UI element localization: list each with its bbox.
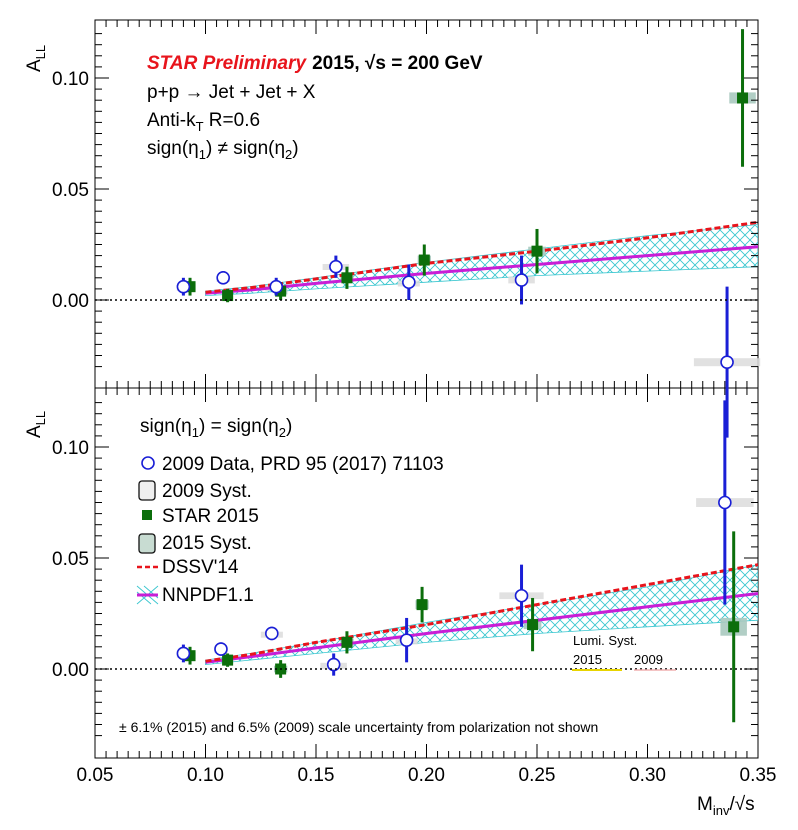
algorithm-label: Anti-kT R=0.6 (147, 110, 260, 134)
legend-label-nnpdf: NNPDF1.1 (162, 585, 254, 606)
bot-data2009-point (214, 642, 228, 656)
top-topology-b: ) ≠ sign(η (206, 138, 285, 159)
top-data2009-point (269, 279, 284, 294)
top-topology-a: sign(η (147, 138, 199, 159)
legend-item-data2009: 2009 Data, PRD 95 (2017) 71103 (141, 454, 444, 475)
bot-star2015-point (184, 650, 196, 662)
legend-label-syst2015: 2015 Syst. (162, 533, 252, 554)
legend-label-syst2009: 2009 Syst. (162, 481, 252, 502)
bot-y-tick-label: 0.10 (52, 438, 89, 459)
legend-marker-syst2009 (138, 480, 156, 501)
x-tick-label: 0.35 (740, 765, 777, 786)
bot-y-tick-label: 0.00 (52, 660, 89, 681)
bot-data2009-point (718, 495, 732, 510)
x-tick-label: 0.05 (77, 765, 114, 786)
bottom-y-axis-title-sub: LL (33, 411, 48, 425)
bot-y-tick-label: 0.05 (52, 549, 89, 570)
bot-star2015-point (416, 599, 428, 611)
bot-nnpdf-curve (205, 592, 758, 664)
top-data2009-point (720, 355, 734, 369)
bottom-topology-label: sign(η1) = sign(η2) (140, 416, 292, 440)
energy-label: 2015, √s = 200 GeV (312, 53, 483, 74)
bot-data2009-point (399, 633, 414, 647)
top-topology-label: sign(η1) ≠ sign(η2) (147, 138, 299, 162)
algorithm-tail: R=0.6 (204, 110, 261, 131)
legend-label-dssv: DSSV'14 (162, 557, 239, 578)
bottom-y-axis-title-main: A (24, 425, 45, 438)
top-y-tick-label: 0.10 (52, 69, 89, 90)
bottom-topology-b: ) = sign(η (199, 416, 279, 437)
legend-item-syst2015: 2015 Syst. (138, 533, 252, 554)
bot-data2009-point (176, 646, 191, 661)
legend-item-star2015: STAR 2015 (142, 506, 259, 527)
x-tick-label: 0.20 (408, 765, 445, 786)
bot-star2015-point (222, 654, 234, 666)
x-tick-label: 0.30 (629, 765, 666, 786)
bottom-topology-sub1: 1 (192, 425, 199, 440)
x-axis-title-tail: /√s (729, 794, 754, 815)
bottom-topology-c: ) (286, 416, 292, 437)
lumi-syst-title: Lumi. Syst. (573, 633, 637, 648)
top-topology-c: ) (292, 138, 298, 159)
top-y-axis-title-sub: LL (33, 45, 48, 59)
x-axis-title-main: M (697, 794, 713, 815)
lumi-syst-2009-label: 2009 (634, 652, 663, 667)
top-star2015-point (418, 254, 430, 266)
top-star2015-point (531, 245, 543, 257)
top-topology-sub2: 2 (285, 147, 292, 162)
polarization-note: ± 6.1% (2015) and 6.5% (2009) scale unce… (119, 719, 598, 735)
top-star2015-point (222, 290, 234, 302)
bot-star2015-point (341, 636, 353, 648)
top-y-axis-title: ALL (24, 45, 48, 72)
x-tick-label: 0.25 (519, 765, 556, 786)
top-data2009-point (176, 279, 191, 294)
x-tick-label: 0.10 (187, 765, 224, 786)
algorithm-sub: T (196, 119, 204, 134)
bot-star2015-point (527, 619, 539, 631)
x-tick-label: 0.15 (298, 765, 335, 786)
x-axis-title-sub: inv (713, 803, 730, 818)
top-nnpdf-curve (205, 245, 758, 295)
bot-data2009-point (514, 588, 529, 603)
top-topology-sub1: 1 (199, 147, 206, 162)
top-header: STAR Preliminary 2015, √s = 200 GeV (147, 53, 483, 74)
bot-data2009-point (326, 657, 341, 672)
top-star2015-point (341, 272, 353, 284)
bot-data2009-point (264, 626, 279, 641)
top-panel-frame (94, 19, 759, 389)
legend-marker-star2015 (142, 510, 152, 520)
algorithm-main: Anti-k (147, 110, 196, 131)
star-preliminary-label: STAR Preliminary (147, 53, 308, 74)
top-data2009-point (216, 270, 230, 285)
x-axis-title: Minv/√s (697, 794, 755, 818)
legend-item-nnpdf: NNPDF1.1 (136, 585, 254, 606)
top-y-tick-label: 0.00 (52, 291, 89, 312)
top-y-axis-title-main: A (24, 59, 45, 72)
legend-item-syst2009: 2009 Syst. (138, 480, 252, 502)
legend-item-dssv: DSSV'14 (137, 557, 239, 578)
legend-marker-syst2015 (138, 533, 156, 554)
top-data2009-point (402, 275, 416, 290)
bottom-y-axis-title: ALL (24, 411, 48, 438)
top-data2009-point (514, 273, 529, 287)
bottom-topology-sub2: 2 (279, 425, 286, 440)
lumi-syst-2015-label: 2015 (573, 652, 602, 667)
bottom-topology-a: sign(η (140, 416, 192, 437)
top-star2015-point (737, 92, 749, 104)
process-label: p+p → Jet + Jet + X (147, 82, 316, 103)
top-y-tick-label: 0.05 (52, 180, 89, 201)
bot-star2015-point (728, 621, 740, 633)
top-data2009-point (329, 259, 343, 274)
legend-marker-data2009 (141, 456, 155, 470)
legend-label-data2009: 2009 Data, PRD 95 (2017) 71103 (162, 454, 444, 475)
legend: 2009 Data, PRD 95 (2017) 71103 2009 Syst… (136, 454, 444, 606)
legend-label-star2015: STAR 2015 (162, 506, 259, 527)
top-dssv-curve (205, 220, 758, 294)
